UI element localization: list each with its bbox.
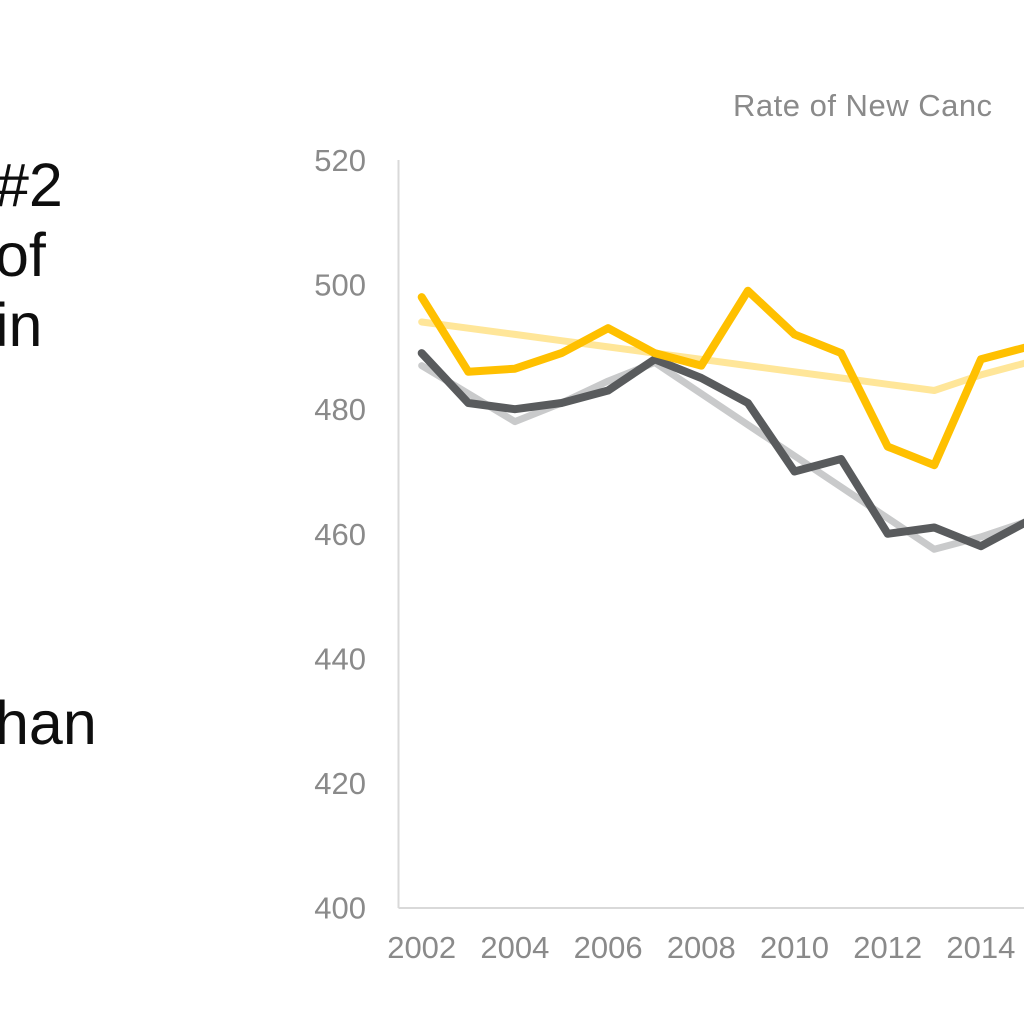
y-tick-label: 440 bbox=[314, 641, 366, 676]
left-text-line-4: han bbox=[0, 689, 97, 757]
x-tick-label: 2012 bbox=[853, 930, 922, 965]
left-text-line-3: in bbox=[0, 291, 43, 359]
left-text-block: #2 of in bbox=[0, 150, 63, 360]
chart-title: Rate of New Canc bbox=[733, 88, 993, 123]
x-tick-label: 2004 bbox=[480, 930, 549, 965]
left-text-line-1: #2 bbox=[0, 151, 63, 219]
series-pale-gold-trend bbox=[418, 318, 1024, 394]
series-gold-line bbox=[417, 286, 1024, 470]
y-tick-label: 500 bbox=[314, 268, 366, 303]
x-tick-label: 2010 bbox=[760, 930, 829, 965]
y-tick-label: 520 bbox=[314, 143, 366, 178]
y-tick-label: 480 bbox=[314, 392, 366, 427]
y-tick-label: 460 bbox=[314, 517, 366, 552]
left-text-line-2: of bbox=[0, 221, 46, 289]
x-tick-label: 2002 bbox=[387, 930, 456, 965]
x-tick-label: 2014 bbox=[946, 930, 1015, 965]
x-tick-label: 2008 bbox=[667, 930, 736, 965]
y-tick-label: 420 bbox=[314, 766, 366, 801]
series-dark-gray-line bbox=[417, 349, 1024, 551]
series-light-gray-trend bbox=[418, 359, 1024, 553]
x-tick-label: 2006 bbox=[574, 930, 643, 965]
y-tick-label: 400 bbox=[314, 891, 366, 926]
